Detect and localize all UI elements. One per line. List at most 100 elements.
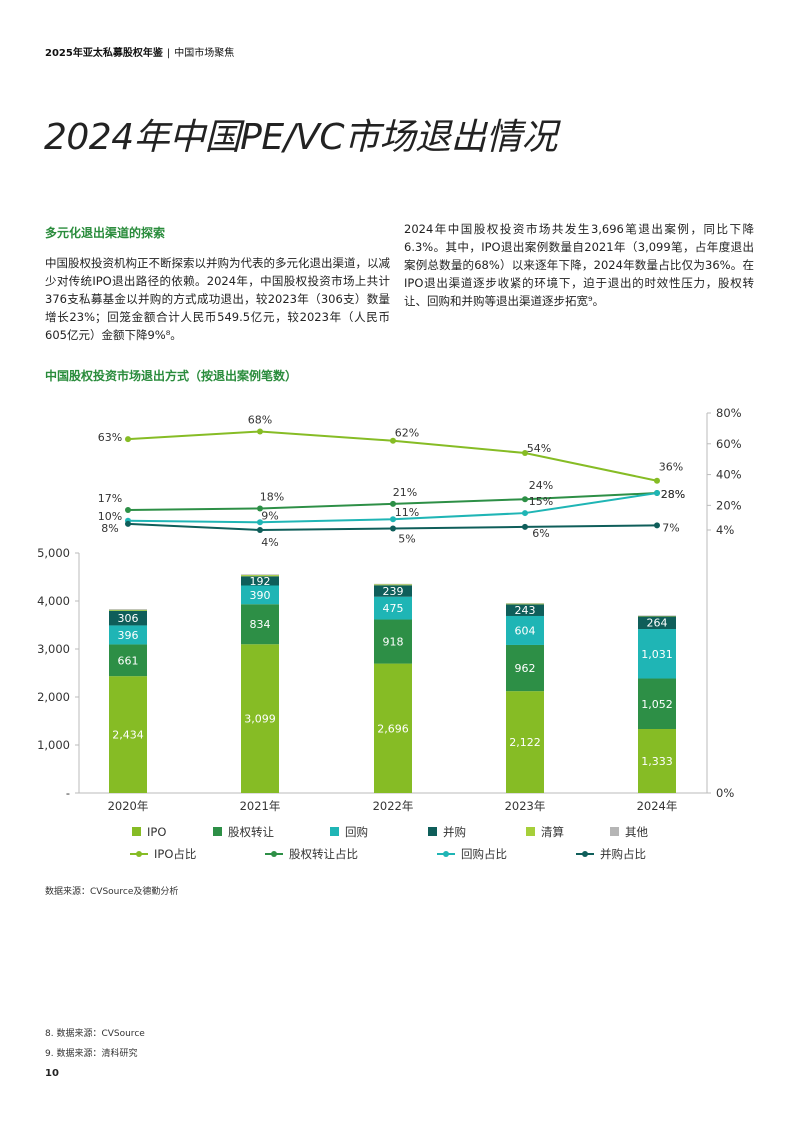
right-axis-label: 4% — [716, 523, 734, 537]
bar-data-label: 306 — [118, 612, 139, 625]
line-data-label: 28% — [661, 488, 685, 501]
bar-segment — [638, 678, 676, 730]
legend-marker — [271, 851, 277, 857]
bar-segment — [638, 729, 676, 793]
bar-segment — [109, 676, 147, 793]
line-data-label: 8% — [101, 522, 118, 535]
bar-segment — [241, 585, 279, 605]
line-point — [522, 510, 528, 517]
chart-title: 中国股权投资市场退出方式（按退出案例笔数） — [45, 369, 298, 383]
left-column: 多元化退出渠道的探索 中国股权投资机构正不断探索以并购为代表的多元化退出渠道，以… — [45, 224, 390, 344]
bar-segment — [638, 616, 676, 630]
left-axis-label: 2,000 — [37, 690, 70, 704]
line-point — [390, 437, 396, 444]
line-point — [390, 525, 396, 532]
legend-label: 并购占比 — [600, 847, 646, 861]
bar-data-label: 390 — [250, 589, 271, 602]
header-separator: | — [166, 48, 171, 59]
line-data-label: 21% — [393, 486, 417, 499]
bar-segment — [506, 691, 544, 793]
line-point — [654, 477, 660, 484]
bar-segment — [506, 603, 544, 605]
legend-label: 回购 — [345, 825, 368, 839]
x-tick-label: 2020年 — [108, 799, 149, 813]
bar-data-label: 264 — [647, 617, 668, 630]
legend-marker — [136, 851, 142, 857]
bar-segment — [506, 644, 544, 692]
right-axis-label: 0% — [716, 786, 734, 800]
line-data-label: 4% — [261, 536, 278, 549]
bar-segment — [374, 596, 412, 620]
line-data-label: 11% — [395, 506, 419, 519]
bar-data-label: 243 — [515, 604, 536, 617]
bar-data-label: 2,696 — [377, 722, 409, 735]
x-tick-label: 2024年 — [637, 799, 678, 813]
section-name: 中国市场聚焦 — [174, 48, 235, 59]
left-axis-label: - — [66, 786, 70, 800]
line-point — [654, 522, 660, 529]
bar-segment — [638, 629, 676, 679]
page-number: 10 — [45, 1068, 59, 1079]
bar-data-label: 834 — [250, 618, 271, 631]
bar-segment — [638, 615, 676, 616]
line-data-label: 54% — [527, 442, 551, 455]
bar-segment — [241, 575, 279, 577]
legend-label: 回购占比 — [461, 847, 507, 861]
bar-segment — [638, 615, 676, 617]
legend-label: 清算 — [541, 825, 564, 839]
line-point — [390, 516, 396, 523]
line-data-label: 5% — [398, 532, 415, 545]
line-data-label: 68% — [248, 413, 272, 426]
footnote-9: 9. 数据来源：清科研究 — [45, 1049, 138, 1059]
bar-segment — [374, 584, 412, 586]
left-axis-label: 1,000 — [37, 738, 70, 752]
right-column: 2024年中国股权投资市场共发生3,696笔退出案例，同比下降6.3%。其中，I… — [404, 220, 754, 310]
data-source: 数据来源：CVSource及德勤分析 — [45, 887, 179, 897]
bar-segment — [374, 585, 412, 597]
line-point — [125, 520, 131, 527]
line-point — [257, 505, 263, 512]
legend-label: 其他 — [625, 825, 648, 839]
right-axis-label: 60% — [716, 437, 742, 451]
bar-segment — [109, 644, 147, 677]
legend-swatch — [610, 827, 619, 836]
right-axis-label: 80% — [716, 406, 742, 420]
exit-methods-chart: - 1,000 2,000 3,000 4,000 5,000 0% 4% 20% 40% 60% 8… — [37, 406, 742, 861]
left-subheading: 多元化退出渠道的探索 — [45, 226, 166, 240]
line-data-label: 63% — [98, 431, 122, 444]
legend-swatch — [526, 827, 535, 836]
bar-segment — [109, 610, 147, 626]
left-axis-label: 3,000 — [37, 642, 70, 656]
line-point — [257, 519, 263, 526]
line-data-label: 7% — [662, 521, 679, 534]
line-data-label: 15% — [529, 495, 553, 508]
left-axis-label: 5,000 — [37, 546, 70, 560]
bar-data-label: 962 — [515, 662, 536, 675]
x-tick-label: 2023年 — [505, 799, 546, 813]
bar-data-label: 2,122 — [509, 736, 541, 749]
page-title: 2024年中国PE/VC市场退出情况 — [44, 117, 557, 158]
legend-label: IPO占比 — [154, 847, 196, 861]
line-data-label: 28% — [661, 488, 685, 501]
line-point — [125, 436, 131, 443]
bar-data-label: 1,031 — [641, 648, 673, 661]
bar-segment — [109, 609, 147, 610]
bar-data-label: 475 — [383, 602, 404, 615]
bar-data-label: 3,099 — [244, 713, 276, 726]
line-data-label: 17% — [98, 492, 122, 505]
legend-swatch — [132, 827, 141, 836]
bar-segment — [374, 619, 412, 664]
legend-marker — [443, 851, 449, 857]
line-data-label: 10% — [98, 510, 122, 523]
line-data-label: 24% — [529, 479, 553, 492]
line-point — [522, 523, 528, 530]
report-name: 2025年亚太私募股权年鉴 — [45, 48, 163, 59]
footnote-8: 8. 数据来源：CVSource — [45, 1029, 145, 1039]
bar-data-label: 604 — [515, 624, 536, 637]
legend-swatch — [428, 827, 437, 836]
line-point — [257, 428, 263, 435]
bar-data-label: 2,434 — [112, 729, 144, 742]
left-paragraph: 中国股权投资机构正不断探索以并购为代表的多元化退出渠道，以减少对传统IPO退出路… — [45, 256, 390, 342]
bar-segment — [506, 604, 544, 616]
right-axis-label: 20% — [716, 498, 742, 512]
